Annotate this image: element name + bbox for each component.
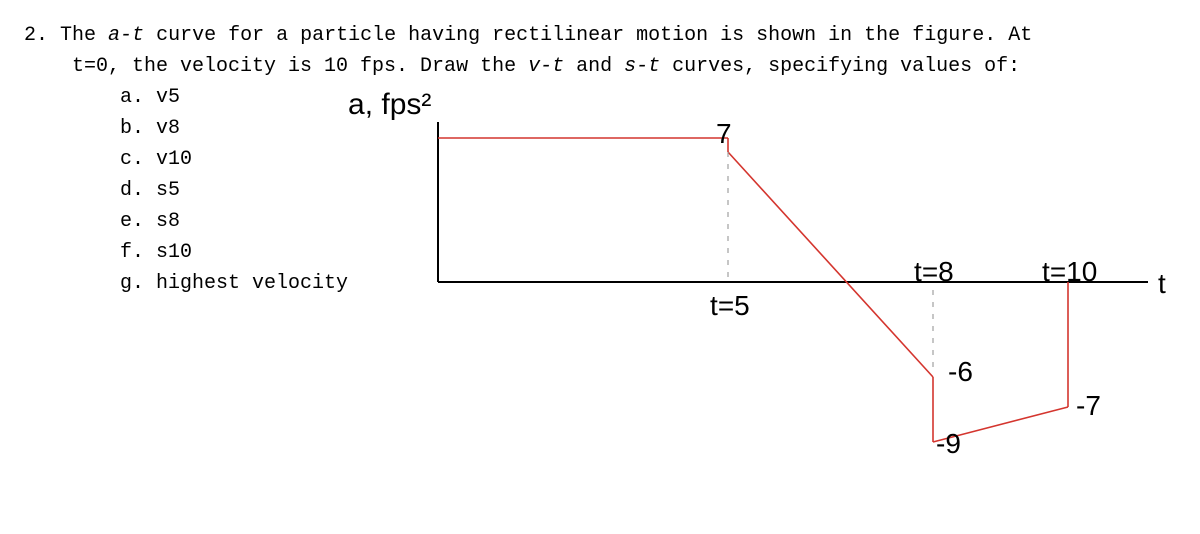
label-t5: t=5 — [710, 290, 750, 322]
st-label: s-t — [624, 55, 660, 78]
at-chart: a, fps² 7 t=5 t=8 t=10 t -6 -9 -7 — [348, 82, 1178, 492]
label-neg7: -7 — [1076, 390, 1101, 422]
item-e: e. s8 — [24, 206, 348, 237]
text-part-2: curve for a particle having rectilinear … — [144, 24, 1032, 47]
item-f: f. s10 — [24, 237, 348, 268]
item-b: b. v8 — [24, 113, 348, 144]
label-neg9: -9 — [936, 428, 961, 460]
at-curve-label: a-t — [108, 24, 144, 47]
item-c: c. v10 — [24, 144, 348, 175]
x-axis-label: t — [1158, 268, 1166, 300]
y-axis-label: a, fps² — [348, 88, 431, 122]
line2-pre: t=0, the velocity is 10 fps. Draw the — [72, 55, 528, 78]
problem-number: 2. — [24, 24, 48, 47]
label-t8: t=8 — [914, 256, 954, 288]
item-g: g. highest velocity — [24, 268, 348, 299]
text-part-1: The — [60, 24, 108, 47]
item-a: a. v5 — [24, 82, 348, 113]
problem-line-2: t=0, the velocity is 10 fps. Draw the v-… — [24, 51, 1176, 82]
label-t10: t=10 — [1042, 256, 1097, 288]
vt-label: v-t — [528, 55, 564, 78]
item-d: d. s5 — [24, 175, 348, 206]
label-neg6: -6 — [948, 356, 973, 388]
and: and — [564, 55, 624, 78]
label-7: 7 — [716, 118, 732, 150]
line2-post: curves, specifying values of: — [660, 55, 1020, 78]
problem-line-1: 2. The a-t curve for a particle having r… — [24, 20, 1176, 51]
